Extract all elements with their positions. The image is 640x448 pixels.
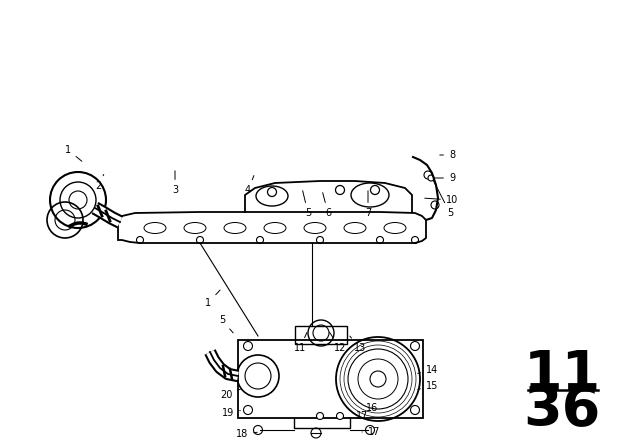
- Text: 13: 13: [350, 336, 366, 353]
- Text: 4: 4: [245, 176, 254, 195]
- Circle shape: [335, 185, 344, 194]
- Text: 17: 17: [348, 411, 368, 421]
- Circle shape: [317, 413, 323, 419]
- Text: 14: 14: [418, 365, 438, 375]
- Text: 5: 5: [219, 315, 233, 333]
- Circle shape: [370, 371, 386, 387]
- Circle shape: [69, 191, 87, 209]
- Text: 1: 1: [65, 145, 82, 161]
- Bar: [238, 340, 423, 418]
- Text: 19: 19: [222, 408, 240, 418]
- Circle shape: [424, 171, 432, 179]
- Text: 36: 36: [524, 383, 601, 437]
- Text: 11: 11: [294, 332, 307, 353]
- Text: 12: 12: [330, 332, 346, 353]
- Circle shape: [371, 185, 380, 194]
- Text: 15: 15: [418, 381, 438, 391]
- Bar: [295, 326, 347, 344]
- Circle shape: [268, 188, 276, 197]
- Circle shape: [428, 175, 434, 181]
- Text: 18: 18: [236, 429, 257, 439]
- Text: 7: 7: [365, 191, 371, 218]
- Text: 9: 9: [435, 173, 455, 183]
- Text: 5: 5: [433, 181, 453, 218]
- Text: 17: 17: [362, 427, 380, 437]
- Text: 6: 6: [323, 193, 331, 218]
- Circle shape: [431, 201, 439, 209]
- Text: 1: 1: [205, 290, 220, 308]
- Text: 5: 5: [303, 191, 311, 218]
- Text: 11: 11: [524, 348, 600, 402]
- Text: 10: 10: [425, 195, 458, 205]
- Text: 16: 16: [362, 403, 378, 413]
- Text: 2: 2: [95, 174, 104, 191]
- Text: 8: 8: [440, 150, 455, 160]
- Text: 3: 3: [172, 171, 178, 195]
- Text: 20: 20: [220, 389, 241, 400]
- Circle shape: [337, 413, 344, 419]
